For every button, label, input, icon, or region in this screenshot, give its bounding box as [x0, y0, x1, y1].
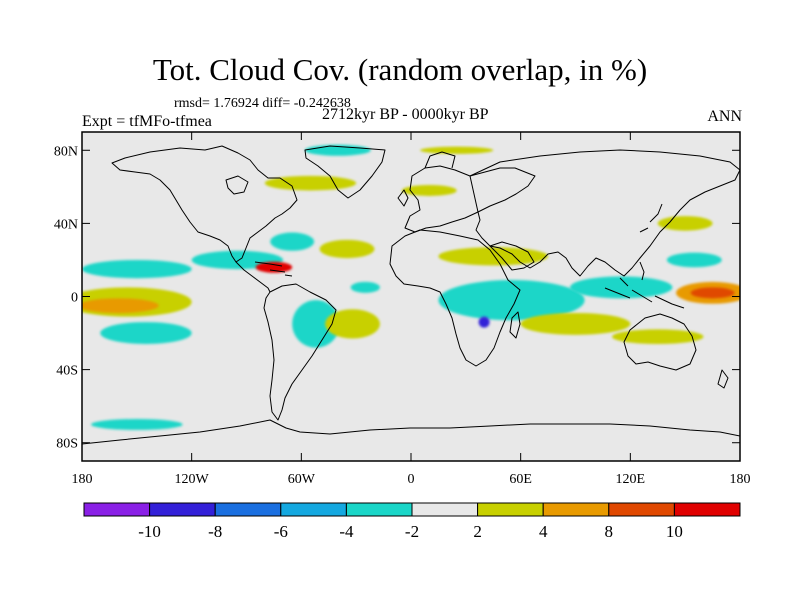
anomaly-region: [292, 300, 340, 348]
anomaly-region: [325, 309, 380, 339]
anomaly-region: [264, 175, 357, 191]
coastline-europe: [404, 165, 536, 233]
coastline-hudson-bay: [225, 175, 249, 195]
axes: 180 120W 60W 0 60E 120E 180 80N 40N 0 40S 80S: [54, 132, 751, 487]
coastline-britain: [397, 189, 409, 207]
anomaly-region: [82, 259, 192, 279]
map-title: Tot. Cloud Cov. (random overlap, in %): [152, 52, 648, 87]
coastlines: [82, 145, 740, 445]
anomaly-region: [657, 216, 713, 231]
anomaly-layer: [82, 144, 740, 430]
coastline-asia: [469, 149, 740, 277]
anomaly-region: [420, 146, 494, 154]
colorbar-swatch: [345, 502, 413, 517]
coastline-madagascar: [509, 311, 521, 339]
coastline-australia: [623, 313, 697, 371]
coastline-indonesia: [604, 277, 685, 309]
period-label: 2712kyr BP - 0000kyr BP: [322, 106, 489, 123]
coastline-new-zealand: [717, 369, 729, 389]
coastline-greenland: [304, 145, 386, 199]
colorbar-swatch: [83, 502, 151, 517]
anomaly-region: [478, 316, 490, 328]
colorbar-label: -4: [339, 522, 354, 541]
experiment-label: Expt = tfMFo-tfmea: [82, 113, 212, 130]
anomaly-region: [100, 322, 192, 345]
coastline-south-america: [263, 283, 337, 421]
coastline-arabia: [489, 241, 535, 271]
anomaly-region: [438, 280, 585, 321]
colorbar-swatch: [214, 502, 282, 517]
colorbar-label: 4: [539, 522, 548, 541]
coastline-caribbean: [254, 261, 293, 277]
coastline-central-america: [235, 261, 271, 293]
x-tick-label: 180: [730, 472, 751, 487]
colorbar-swatch: [477, 502, 544, 517]
anomaly-region: [612, 329, 704, 345]
colorbar-label: -8: [208, 522, 222, 541]
anomaly-region: [401, 185, 457, 196]
anomaly-region: [350, 281, 380, 293]
colorbar-swatch: [542, 502, 610, 517]
y-tick-label: 80S: [56, 437, 78, 452]
coastline-antarctica: [82, 419, 740, 445]
y-tick-label: 40S: [56, 364, 78, 379]
anomaly-region: [690, 287, 735, 299]
x-tick-label: 180: [72, 472, 93, 487]
anomaly-region: [82, 298, 159, 313]
coastline-philippines: [639, 261, 645, 281]
colorbar: -10 -8 -6 -4 -2 2 4 8 10: [83, 502, 741, 541]
anomaly-region: [91, 418, 183, 430]
colorbar-label: -2: [405, 522, 419, 541]
coastline-north-america: [111, 145, 298, 263]
colorbar-label: 8: [605, 522, 614, 541]
x-tick-label: 120W: [175, 472, 210, 487]
y-tick-label: 0: [71, 291, 78, 306]
anomaly-region: [666, 252, 722, 268]
colorbar-swatch: [280, 502, 347, 517]
x-tick-label: 0: [408, 472, 415, 487]
colorbar-swatch: [673, 502, 741, 517]
anomaly-region: [319, 239, 375, 259]
anomaly-region: [438, 247, 549, 266]
stats-text: rmsd= 1.76924 diff= -0.242638: [174, 96, 351, 111]
anomaly-region: [520, 312, 631, 335]
x-tick-label: 60W: [288, 472, 316, 487]
colorbar-label: -10: [138, 522, 161, 541]
colorbar-label: -6: [274, 522, 288, 541]
season-label: ANN: [707, 108, 742, 125]
coastline-scandinavia: [424, 151, 456, 169]
colorbar-label: 10: [666, 522, 683, 541]
colorbar-swatch: [411, 502, 479, 517]
y-tick-label: 80N: [54, 144, 78, 159]
coastline-japan: [639, 203, 663, 233]
colorbar-swatch: [608, 502, 675, 517]
anomaly-region: [570, 276, 673, 299]
colorbar-label: 2: [473, 522, 482, 541]
colorbar-swatch: [149, 502, 216, 517]
x-tick-label: 120E: [616, 472, 646, 487]
y-tick-label: 40N: [54, 217, 78, 232]
coastline-africa: [389, 229, 521, 367]
anomaly-region: [270, 232, 315, 251]
anomaly-region: [255, 261, 293, 273]
x-tick-label: 60E: [509, 472, 532, 487]
